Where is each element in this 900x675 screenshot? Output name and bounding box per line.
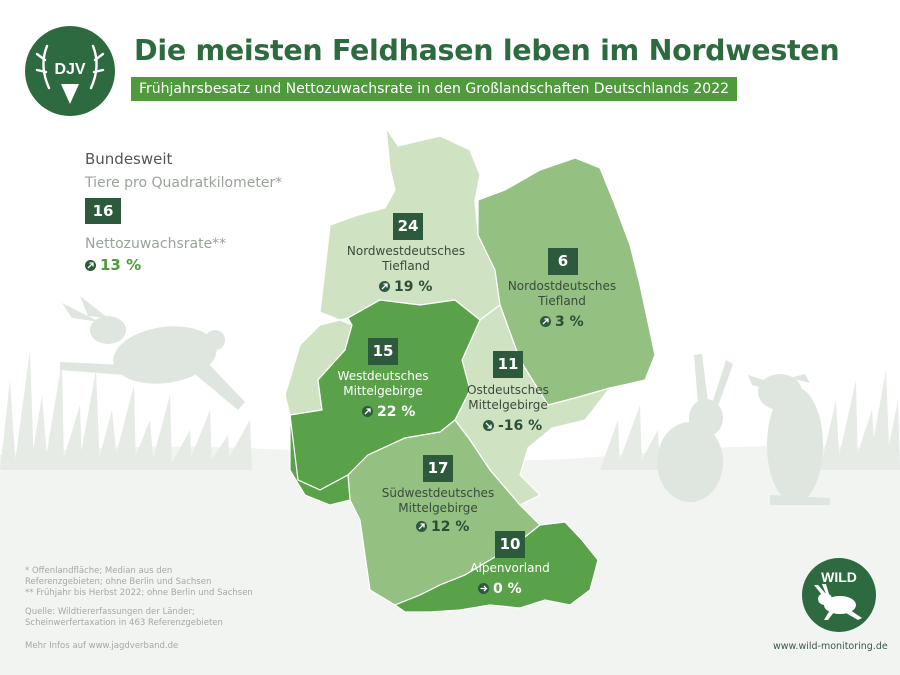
region-alpenvorland — [393, 521, 599, 613]
region-rate: 22 % — [362, 404, 415, 420]
region-name-line: Westdeutsches — [337, 369, 429, 383]
region-name-line: Tiefland — [538, 294, 586, 308]
region-name-line: Mittelgebirge — [398, 501, 478, 515]
footnote-line: * Offenlandfläche; Median aus den — [25, 566, 173, 576]
running-hare-icon — [814, 584, 862, 620]
trend-up-icon — [362, 406, 373, 417]
national-heading: Bundesweit — [85, 150, 173, 168]
footnote-line: ** Frühjahr bis Herbst 2022; ohne Berlin… — [25, 588, 253, 598]
region-name: Ostdeutsches Mittelgebirge — [448, 383, 568, 413]
region-name-line: Tiefland — [382, 259, 430, 273]
trend-up-icon — [85, 260, 96, 271]
region-rate: 3 % — [540, 314, 584, 330]
national-rate: 13 % — [85, 256, 141, 274]
region-rate: 0 % — [478, 581, 522, 597]
region-rate-value: -16 % — [498, 418, 543, 434]
more-info-link[interactable]: Mehr Infos auf www.jagdverband.de — [25, 641, 179, 651]
sitting-hare-icon — [657, 354, 733, 502]
page-subtitle: Frühjahrsbesatz und Nettozuwachsrate in … — [131, 77, 738, 101]
region-nordwestdeutsches-tiefland — [284, 127, 501, 416]
region-rate: 12 % — [416, 519, 469, 535]
trend-up-icon — [540, 316, 551, 327]
region-density-box: 15 — [368, 338, 398, 365]
region-name: Südwestdeutsches Mittelgebirge — [378, 486, 498, 516]
footnote-line: Referenzgebieten; ohne Berlin und Sachse… — [25, 577, 212, 587]
grass-left-icon — [0, 350, 252, 470]
djv-logo-text: DJV — [54, 61, 85, 78]
region-density-box: 11 — [493, 351, 523, 378]
national-rate-label: Nettozuwachsrate** — [85, 236, 227, 252]
grass-right-icon — [600, 370, 900, 470]
region-name: Nordostdeutsches Tiefland — [502, 279, 622, 309]
national-rate-value: 13 % — [100, 256, 142, 274]
trend-up-icon — [416, 521, 427, 532]
region-density-box: 24 — [393, 213, 423, 240]
region-name: Alpenvorland — [450, 561, 570, 576]
wild-logo: WILD — [802, 558, 876, 632]
djv-logo: DJV — [25, 26, 115, 116]
region-name: Westdeutsches Mittelgebirge — [323, 369, 443, 399]
region-name-line: Mittelgebirge — [468, 398, 548, 412]
trend-flat-icon — [478, 583, 489, 594]
trend-down-icon — [483, 420, 494, 431]
jumping-hare-icon — [60, 296, 245, 410]
region-density-box: 10 — [495, 531, 525, 558]
region-rate-value: 22 % — [377, 404, 416, 420]
source-note: Quelle: Wildtiererfassungen der Länder; … — [25, 607, 223, 629]
region-name-line: Ostdeutsches — [467, 383, 549, 397]
footnote-1: * Offenlandfläche; Median aus den Refere… — [25, 566, 253, 599]
national-density-value: 16 — [85, 198, 121, 224]
region-rate-value: 3 % — [555, 314, 584, 330]
region-name-line: Nordostdeutsches — [507, 279, 617, 293]
region-rate-value: 19 % — [394, 279, 433, 295]
source-line: Quelle: Wildtiererfassungen der Länder; — [25, 607, 195, 617]
region-name-line: Nordwestdeutsches — [346, 244, 466, 258]
region-westdeutsches-mittelgebirge-west — [289, 414, 351, 506]
region-rate: -16 % — [483, 418, 542, 434]
region-density-box: 6 — [548, 248, 578, 275]
page-title: Die meisten Feldhasen leben im Nordweste… — [134, 34, 840, 67]
region-name-line: Südwestdeutsches — [381, 486, 495, 500]
trend-up-icon — [379, 281, 390, 292]
region-density-box: 17 — [423, 455, 453, 482]
national-density-label: Tiere pro Quadratkilometer* — [85, 175, 283, 191]
region-name: Nordwestdeutsches Tiefland — [346, 244, 466, 274]
region-rate-value: 0 % — [493, 581, 522, 597]
standing-hare-icon — [748, 374, 830, 505]
region-rate-value: 12 % — [431, 519, 470, 535]
wild-monitoring-link[interactable]: www.wild-monitoring.de — [773, 641, 888, 652]
region-name-line: Mittelgebirge — [343, 384, 423, 398]
region-nordostdeutsches-tiefland — [477, 157, 656, 406]
region-name-line: Alpenvorland — [470, 561, 550, 575]
region-rate: 19 % — [379, 279, 432, 295]
source-line: Scheinwerfertaxation in 463 Referenzgebi… — [25, 618, 223, 628]
wild-logo-text: WILD — [821, 569, 857, 585]
